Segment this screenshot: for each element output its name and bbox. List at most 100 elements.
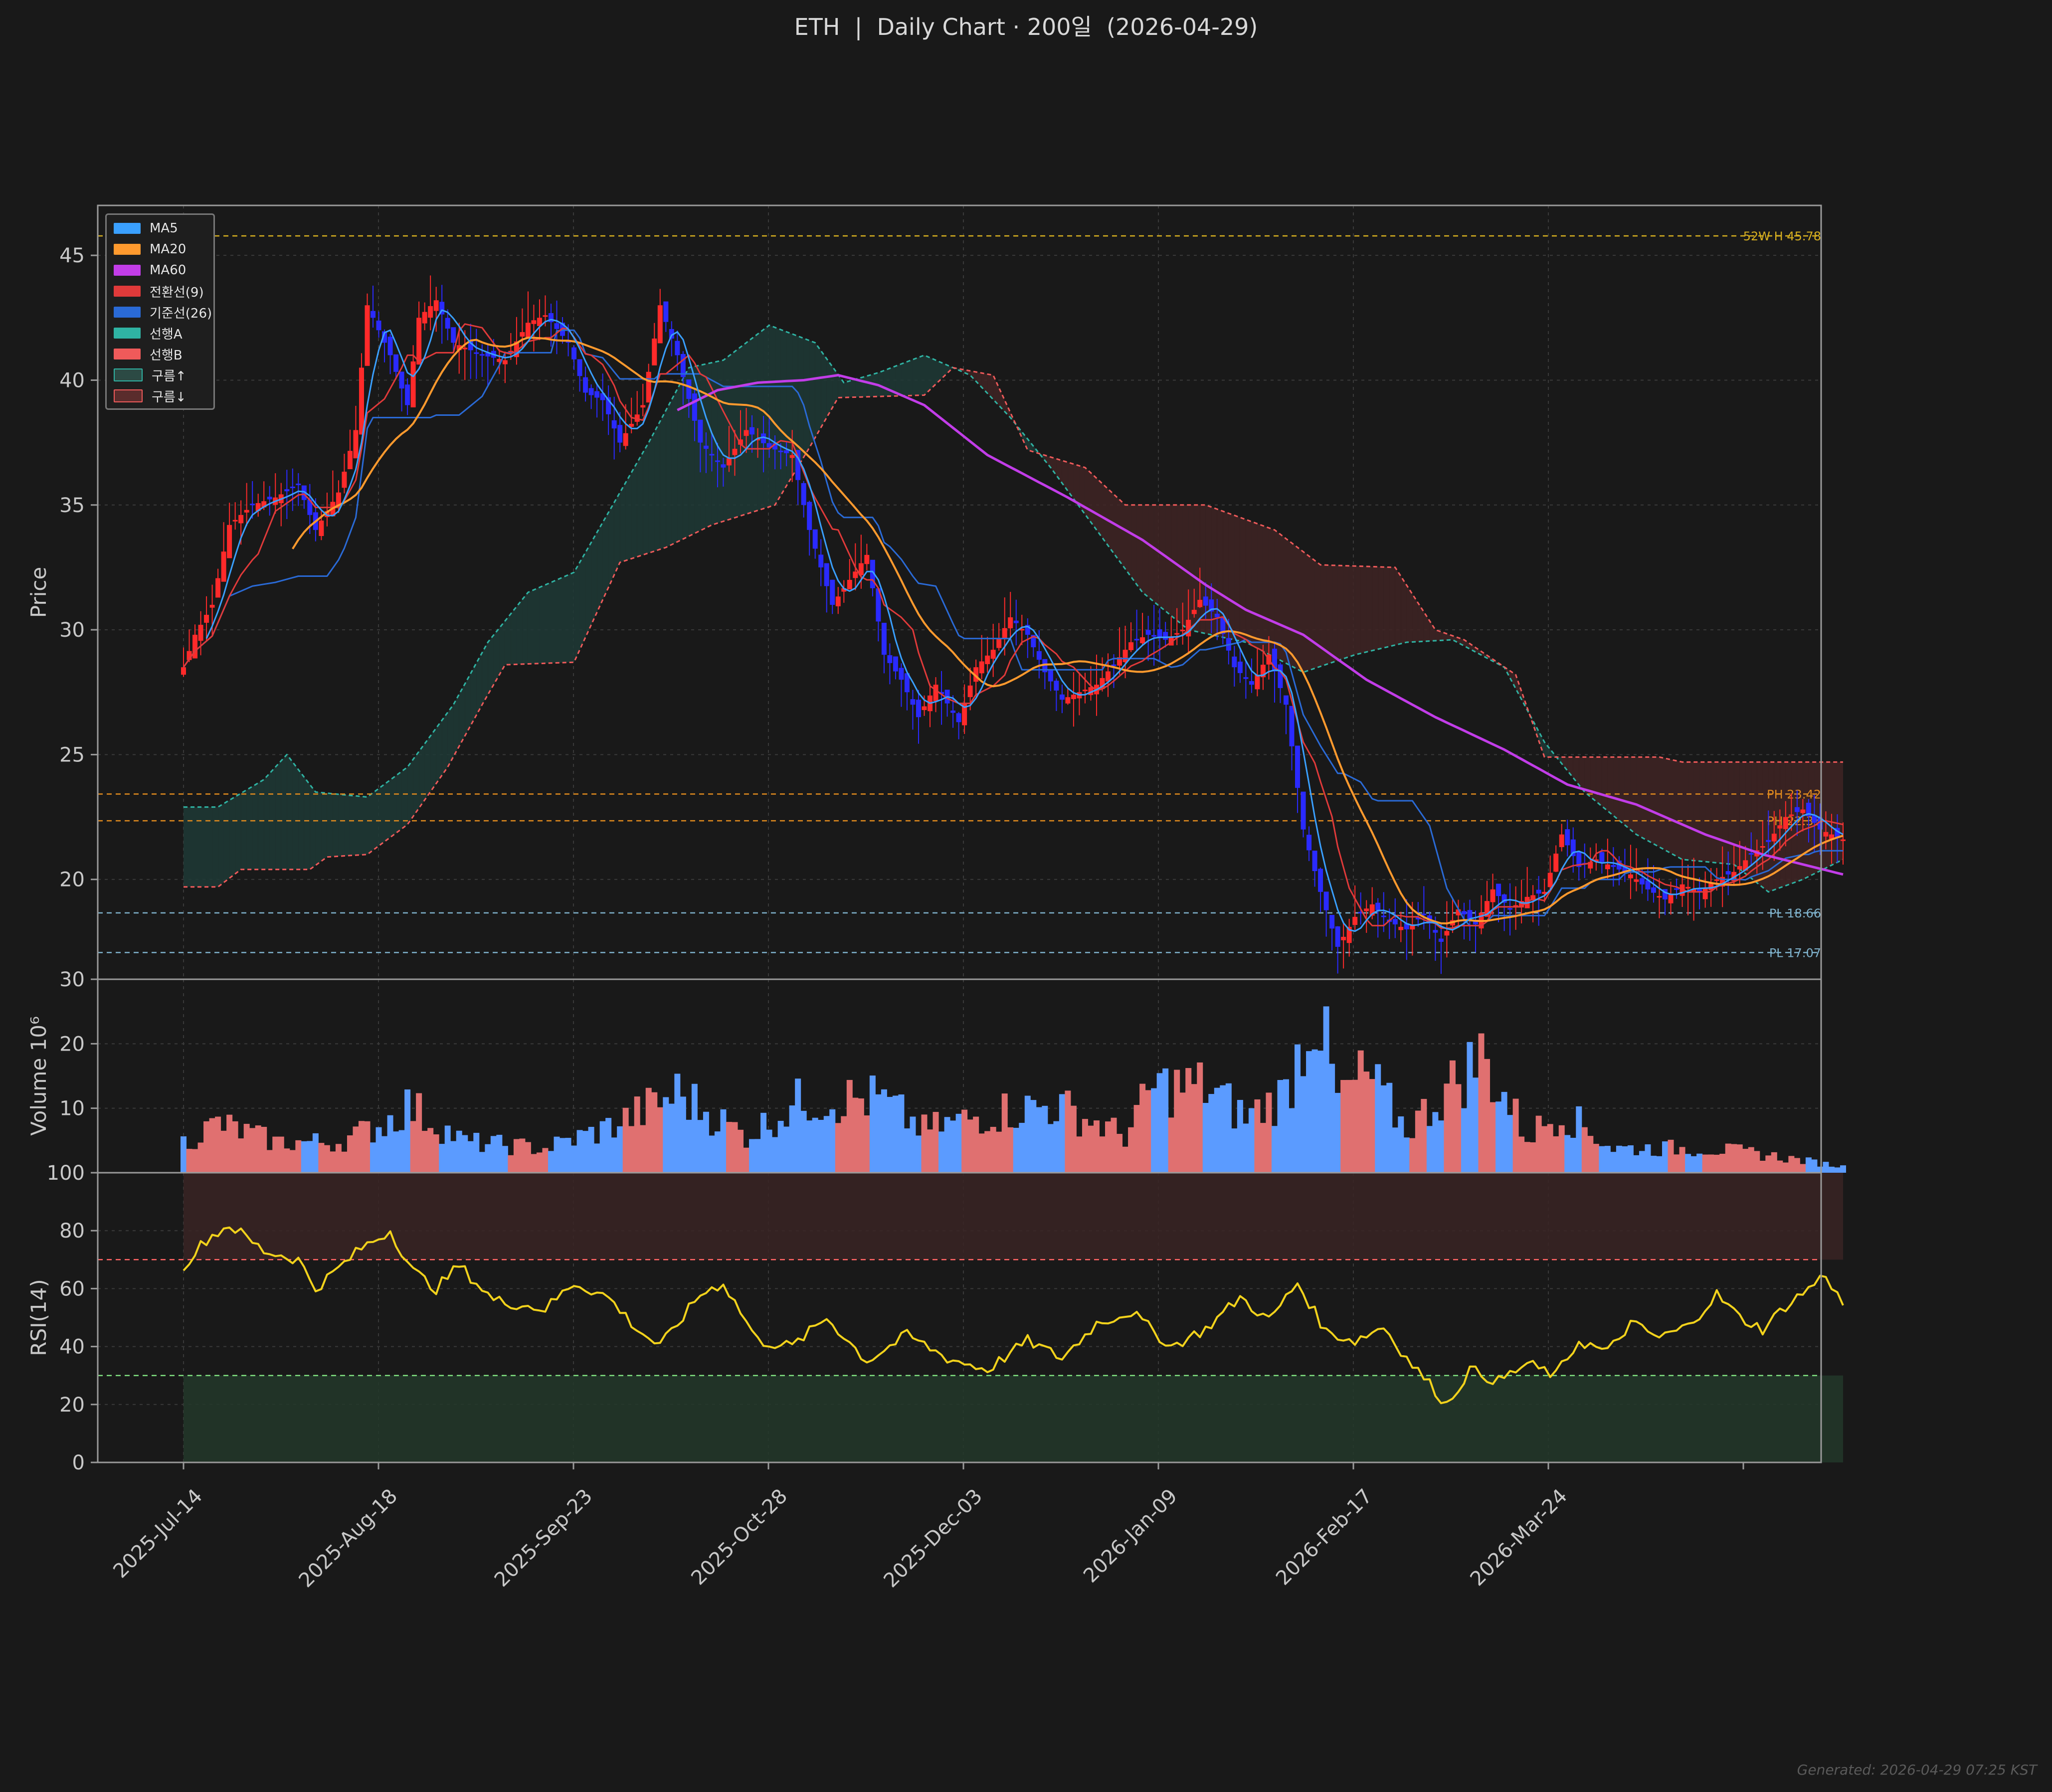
reference-line-label: PL 17.07	[1769, 946, 1821, 960]
candle-body	[433, 300, 439, 311]
ma20-line	[292, 337, 1844, 924]
cloud-down-segment	[1355, 566, 1361, 655]
volume-bar	[697, 1120, 704, 1173]
cloud-up-segment	[378, 784, 385, 846]
volume-bar	[1668, 1139, 1674, 1173]
candle-body	[565, 341, 571, 343]
cloud-up-segment	[855, 377, 861, 397]
candle-body	[1329, 914, 1335, 929]
x-tick-label: 2025-Sep-23	[490, 1485, 597, 1592]
cloud-down-segment	[1671, 759, 1677, 857]
volume-bar	[1731, 1144, 1737, 1173]
candle-body	[336, 492, 341, 508]
candle-body	[1473, 920, 1479, 924]
rsi-y-tick-label: 0	[72, 1451, 85, 1474]
cloud-down-segment	[1418, 603, 1424, 642]
cloud-down-segment	[1246, 519, 1252, 646]
cloud-down-segment	[1119, 500, 1125, 569]
cloud-up-segment	[803, 338, 810, 457]
volume-bar	[1036, 1107, 1042, 1173]
volume-bar	[249, 1128, 256, 1173]
cloud-up-segment	[815, 343, 821, 438]
cloud-up-segment	[390, 775, 396, 838]
candle-body	[1777, 825, 1783, 829]
cloud-up-segment	[246, 786, 253, 870]
volume-bar	[829, 1109, 836, 1173]
cloud-down-segment	[1366, 566, 1372, 652]
volume-bar	[1564, 1135, 1571, 1173]
candle-body	[996, 639, 1002, 648]
volume-bar	[1587, 1136, 1594, 1173]
candle-body	[261, 501, 267, 508]
candle-body	[1157, 629, 1162, 638]
volume-bar	[1225, 1083, 1232, 1173]
candle-body	[583, 377, 588, 393]
candle-body	[296, 483, 301, 485]
volume-bar	[726, 1122, 732, 1173]
volume-bar	[1512, 1098, 1519, 1173]
candle-body	[468, 341, 473, 351]
x-tick-label: 2026-Jan-09	[1079, 1485, 1182, 1588]
cloud-up-segment	[200, 807, 207, 887]
cloud-down-segment	[1688, 762, 1694, 861]
cloud-up-segment	[534, 587, 540, 664]
candle-body	[1008, 617, 1013, 629]
candle-body	[1438, 938, 1444, 942]
candle-body	[445, 318, 450, 329]
cloud-up-segment	[666, 399, 672, 547]
cloud-up-segment	[424, 735, 431, 800]
volume-bar	[1088, 1125, 1094, 1173]
candle-body	[1260, 665, 1266, 678]
candle-body	[1800, 809, 1806, 813]
candle-body	[1559, 834, 1564, 847]
volume-bar	[950, 1120, 956, 1173]
volume-bar	[1570, 1137, 1576, 1173]
legend-label: 기준선(26)	[150, 306, 212, 321]
volume-bar	[645, 1087, 652, 1173]
volume-bar	[1352, 1079, 1358, 1173]
cloud-up-segment	[218, 803, 224, 887]
candle-body	[1771, 833, 1777, 842]
volume-bar	[238, 1138, 244, 1173]
cloud-up-segment	[809, 340, 815, 448]
volume-bar	[232, 1121, 238, 1173]
candle-body	[1048, 669, 1053, 682]
volume-bar	[915, 1135, 922, 1173]
cloud-up-segment	[729, 351, 735, 520]
candle-body	[456, 345, 462, 351]
candle-body	[1013, 620, 1019, 623]
candle-body	[1674, 888, 1679, 890]
cloud-down-segment	[1412, 594, 1418, 642]
candle-body	[187, 651, 192, 660]
cloud-down-segment	[1136, 505, 1143, 592]
candle-body	[416, 318, 422, 365]
cloud-down-segment	[1360, 566, 1367, 654]
legend-swatch	[114, 244, 141, 255]
volume-bar	[1334, 1092, 1341, 1173]
candle-body	[864, 554, 870, 564]
volume-bar	[1202, 1102, 1209, 1173]
volume-bar	[307, 1141, 313, 1173]
candle-body	[382, 331, 387, 343]
volume-bar	[1254, 1099, 1261, 1173]
cloud-down-segment	[1521, 691, 1527, 711]
volume-bar	[1656, 1156, 1663, 1173]
cloud-up-segment	[746, 338, 752, 514]
volume-bar	[1197, 1062, 1203, 1173]
cloud-up-segment	[459, 684, 465, 746]
candle-body	[1203, 596, 1208, 606]
candle-body	[1071, 695, 1076, 700]
volume-bar	[358, 1121, 365, 1173]
candle-body	[1760, 846, 1765, 848]
x-tick-label: 2025-Dec-03	[879, 1485, 987, 1593]
volume-bar	[266, 1150, 273, 1173]
candle-body	[1036, 651, 1042, 660]
volume-bar	[1805, 1157, 1812, 1173]
volume-bar	[1076, 1136, 1083, 1173]
volume-bar	[1650, 1155, 1657, 1173]
candle-body	[956, 713, 961, 722]
volume-bar	[760, 1112, 767, 1173]
cloud-up-segment	[545, 582, 551, 664]
candle-body	[1421, 913, 1427, 915]
volume-bar	[1024, 1095, 1031, 1173]
